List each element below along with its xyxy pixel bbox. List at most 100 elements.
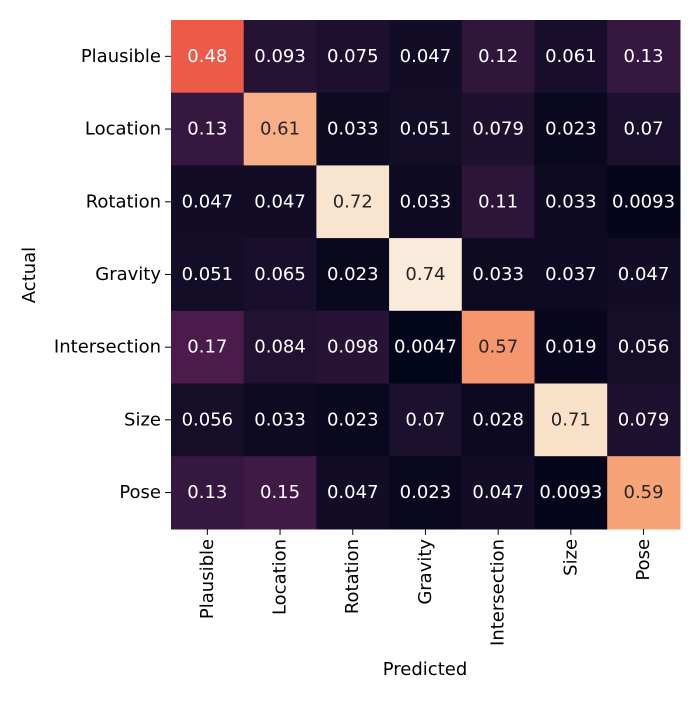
heatmap-cell xyxy=(316,20,390,94)
cell-value-label: 0.023 xyxy=(545,119,597,140)
cell-value-label: 0.59 xyxy=(624,482,664,503)
heatmap-cell xyxy=(316,456,390,530)
heatmap-cell xyxy=(243,456,317,530)
cell-value-label: 0.037 xyxy=(545,264,597,285)
cell-value-label: 0.051 xyxy=(182,264,234,285)
heatmap-cell xyxy=(389,238,463,312)
cell-value-label: 0.0047 xyxy=(394,337,457,358)
heatmap-cell xyxy=(534,20,608,94)
cell-value-label: 0.0093 xyxy=(612,191,675,212)
heatmap-cell xyxy=(389,92,463,166)
cell-value-label: 0.061 xyxy=(545,46,597,67)
heatmap-cell xyxy=(461,383,536,457)
heatmap-cell xyxy=(171,383,245,457)
heatmap-cell xyxy=(243,238,317,312)
y-axis-ticks: Plausible Location Rotation Gravity Intersec… xyxy=(54,46,171,503)
cell-value-label: 0.033 xyxy=(400,191,452,212)
heatmap-cell xyxy=(389,310,463,385)
heatmap-cell xyxy=(534,383,608,457)
cell-value-label: 0.079 xyxy=(618,409,670,430)
cell-value-label: 0.079 xyxy=(472,119,524,140)
cell-value-label: 0.033 xyxy=(472,264,524,285)
heatmap-cell xyxy=(243,165,317,239)
heatmap-cell xyxy=(171,92,245,166)
cell-value-label: 0.0093 xyxy=(539,482,602,503)
y-tick-label: Pose xyxy=(119,482,161,503)
y-tick-label: Location xyxy=(85,119,161,140)
heatmap-cell xyxy=(389,165,463,239)
heatmap-cell xyxy=(461,238,536,312)
heatmap-cell xyxy=(171,165,245,239)
y-tick-label: Gravity xyxy=(95,264,161,285)
cell-value-label: 0.047 xyxy=(327,482,379,503)
cell-value-label: 0.13 xyxy=(624,46,664,67)
heatmap-cell xyxy=(607,383,681,457)
heatmap-cell xyxy=(461,92,536,166)
heatmap-cell xyxy=(316,383,390,457)
heatmap-cell xyxy=(171,20,245,94)
x-tick-label: Intersection xyxy=(488,539,509,646)
cell-value-label: 0.15 xyxy=(260,482,300,503)
heatmap-cell xyxy=(607,92,681,166)
cell-value-label: 0.023 xyxy=(327,409,379,430)
heatmap-cell xyxy=(534,238,608,312)
cell-value-label: 0.13 xyxy=(187,119,227,140)
heatmap-cells xyxy=(171,20,681,530)
heatmap-cell xyxy=(389,383,463,457)
heatmap-cell xyxy=(316,165,390,239)
cell-value-label: 0.098 xyxy=(327,337,379,358)
cell-value-label: 0.047 xyxy=(618,264,670,285)
cell-value-label: 0.61 xyxy=(260,119,300,140)
cell-value-label: 0.023 xyxy=(400,482,452,503)
x-tick-label: Rotation xyxy=(342,539,363,614)
heatmap-cell xyxy=(461,456,536,530)
x-axis-ticks: Plausible Location Rotation Gravity Intersec… xyxy=(197,528,654,646)
x-tick-label: Location xyxy=(270,539,291,615)
cell-value-label: 0.056 xyxy=(182,409,234,430)
heatmap-cell xyxy=(243,383,317,457)
cell-value-label: 0.028 xyxy=(472,409,524,430)
cell-value-label: 0.056 xyxy=(618,337,670,358)
heatmap-cell xyxy=(171,238,245,312)
cell-value-label: 0.047 xyxy=(400,46,452,67)
heatmap-cell xyxy=(243,310,317,385)
heatmap-cell xyxy=(171,456,245,530)
heatmap-cell xyxy=(534,165,608,239)
x-tick-label: Plausible xyxy=(197,539,218,619)
cell-value-label: 0.084 xyxy=(254,337,306,358)
y-axis-title: Actual xyxy=(19,247,40,303)
cell-value-label: 0.033 xyxy=(254,409,306,430)
cell-value-label: 0.047 xyxy=(182,191,234,212)
cell-value-label: 0.74 xyxy=(405,264,445,285)
heatmap-cell xyxy=(316,92,390,166)
heatmap-cell xyxy=(243,20,317,94)
y-tick-label: Size xyxy=(124,409,161,430)
x-tick-label: Size xyxy=(560,539,581,576)
heatmap-cell xyxy=(389,20,463,94)
cell-value-label: 0.047 xyxy=(472,482,524,503)
y-tick-label: Plausible xyxy=(81,46,161,67)
heatmap-cell xyxy=(534,310,608,385)
cell-value-label: 0.033 xyxy=(327,119,379,140)
heatmap-cell xyxy=(243,92,317,166)
cell-value-label: 0.71 xyxy=(551,409,591,430)
cell-value-label: 0.72 xyxy=(333,191,373,212)
cell-value-label: 0.051 xyxy=(400,119,452,140)
heatmap-cell xyxy=(316,310,390,385)
cell-value-label: 0.17 xyxy=(187,337,227,358)
heatmap-cell xyxy=(461,165,536,239)
cell-value-label: 0.11 xyxy=(478,191,518,212)
cell-value-label: 0.019 xyxy=(545,337,597,358)
cell-value-label: 0.033 xyxy=(545,191,597,212)
heatmap-cell xyxy=(534,456,608,530)
cell-value-label: 0.12 xyxy=(478,46,518,67)
cell-value-label: 0.07 xyxy=(405,409,445,430)
heatmap-cell xyxy=(316,238,390,312)
heatmap-cell xyxy=(607,20,681,94)
cell-value-label: 0.13 xyxy=(187,482,227,503)
heatmap-cell xyxy=(607,310,681,385)
cell-value-label: 0.047 xyxy=(254,191,306,212)
x-tick-label: Pose xyxy=(633,539,654,581)
